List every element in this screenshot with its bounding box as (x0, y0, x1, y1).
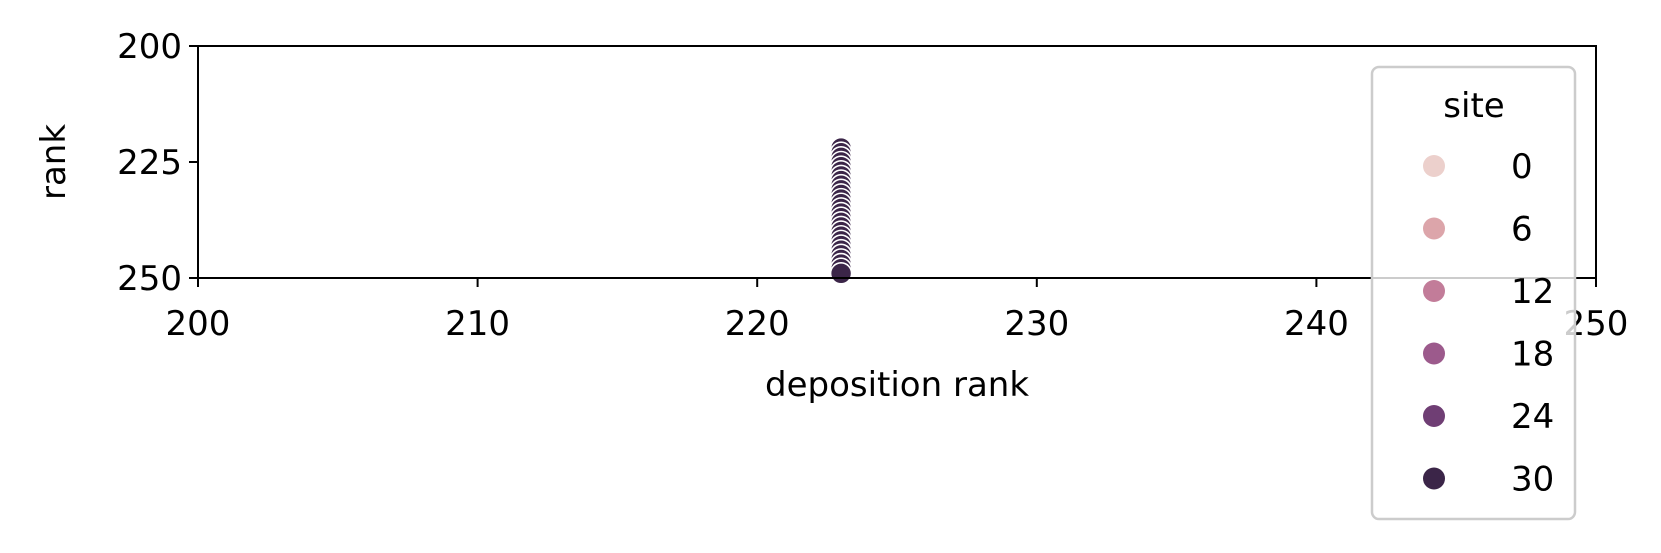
legend-marker (1423, 280, 1445, 302)
x-tick-label: 210 (445, 304, 510, 344)
y-tick-label: 200 (117, 27, 182, 67)
data-point (829, 262, 853, 285)
legend: site 0 6 12 18 24 30 (1370, 65, 1577, 521)
legend-marker (1423, 467, 1445, 490)
y-tick-label: 250 (117, 259, 182, 299)
legend-marker (1423, 342, 1445, 365)
y-axis-label: rank (34, 124, 74, 200)
legend-label: 18 (1511, 335, 1554, 375)
points-layer (829, 136, 853, 285)
legend-marker (1423, 155, 1445, 177)
legend-label: 12 (1511, 272, 1554, 312)
legend-label: 30 (1511, 460, 1554, 500)
legend-frame (1370, 65, 1577, 521)
y-axis-ticks: 200 225 250 (117, 27, 198, 299)
legend-marker (1423, 405, 1445, 427)
legend-label: 0 (1511, 147, 1533, 187)
legend-label: 6 (1511, 210, 1533, 250)
x-axis-ticks: 200 210 220 230 240 250 (166, 278, 1628, 344)
x-tick-label: 230 (1004, 304, 1069, 344)
legend-title: site (1443, 86, 1504, 126)
x-tick-label: 240 (1284, 304, 1349, 344)
x-tick-label: 220 (725, 304, 790, 344)
legend-entries: 0 6 12 18 24 30 (1423, 147, 1554, 500)
legend-label: 24 (1511, 397, 1554, 437)
x-tick-label: 200 (166, 304, 231, 344)
x-axis-label: deposition rank (765, 365, 1029, 405)
legend-marker (1423, 217, 1445, 240)
y-tick-label: 225 (117, 143, 182, 183)
